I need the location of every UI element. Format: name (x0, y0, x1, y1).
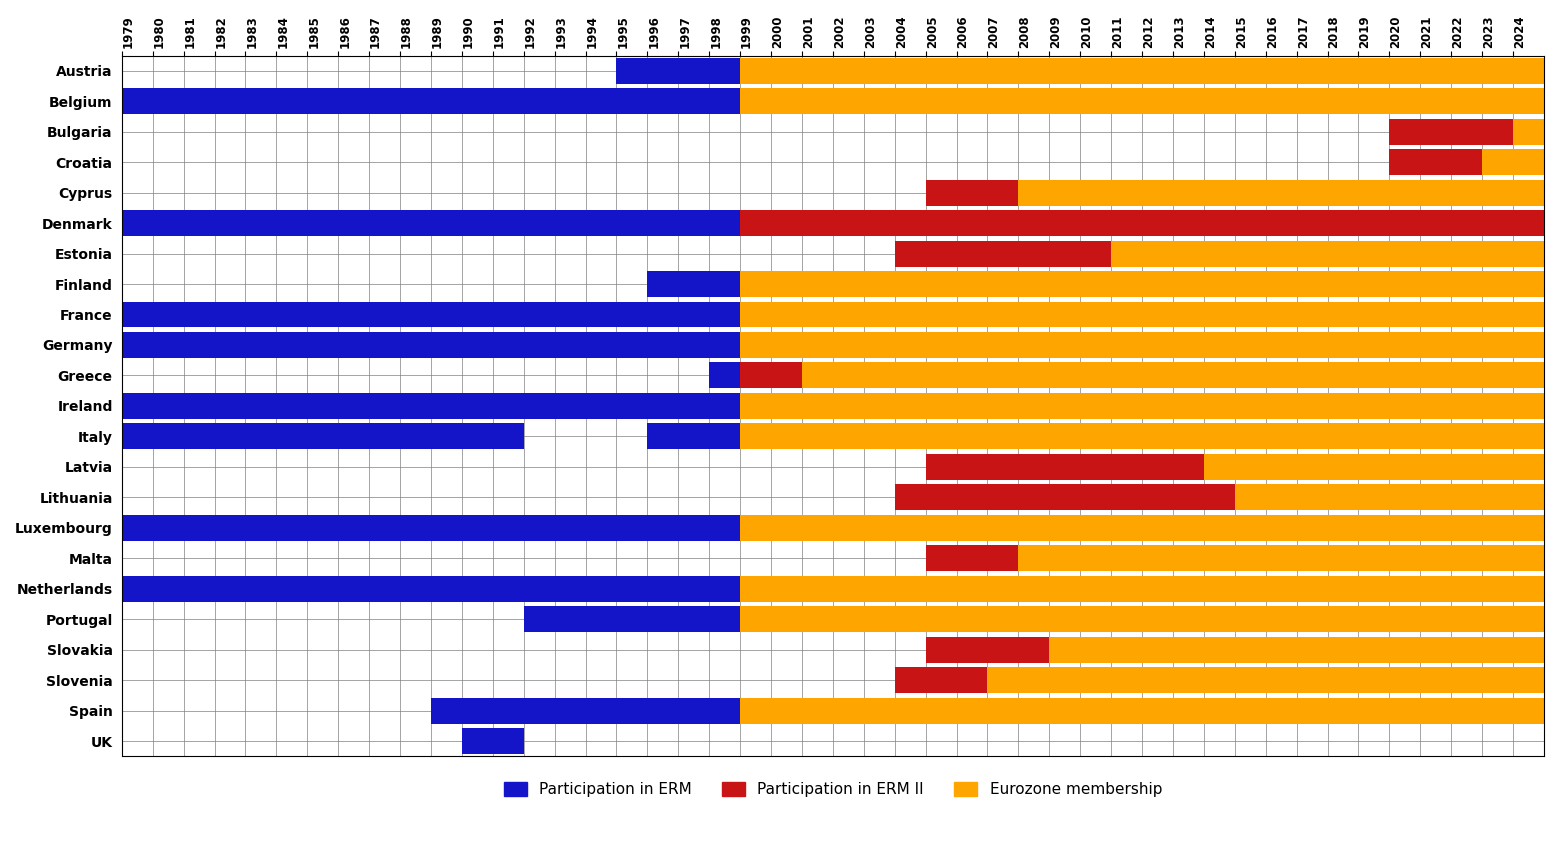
Bar (122, 302, 741, 327)
Bar (122, 210, 741, 236)
Bar (1049, 637, 1543, 663)
Bar (647, 423, 741, 450)
Bar (741, 606, 1543, 632)
Bar (1018, 546, 1543, 571)
Bar (741, 302, 1543, 327)
Bar (1112, 241, 1543, 267)
Bar (1514, 119, 1543, 144)
Bar (926, 637, 1049, 663)
Bar (524, 606, 741, 632)
Bar (895, 667, 987, 693)
Bar (741, 210, 1543, 236)
Bar (122, 515, 741, 541)
Bar (1018, 179, 1543, 206)
Bar (122, 575, 741, 602)
Bar (1389, 150, 1483, 175)
Bar (741, 88, 1543, 114)
Bar (926, 454, 1204, 479)
Bar (741, 271, 1543, 297)
Bar (430, 698, 741, 723)
Bar (709, 362, 741, 388)
Bar (741, 58, 1543, 83)
Bar (647, 271, 741, 297)
Bar (895, 484, 1235, 510)
Bar (1204, 454, 1543, 479)
Bar (926, 546, 1018, 571)
Bar (801, 362, 1543, 388)
Bar (741, 362, 801, 388)
Bar (122, 423, 524, 450)
Bar (1235, 484, 1543, 510)
Bar (122, 393, 741, 419)
Bar (122, 88, 741, 114)
Bar (741, 575, 1543, 602)
Bar (926, 179, 1018, 206)
Bar (1483, 150, 1543, 175)
Bar (741, 332, 1543, 358)
Bar (741, 423, 1543, 450)
Bar (987, 667, 1543, 693)
Bar (741, 393, 1543, 419)
Bar (741, 698, 1543, 723)
Bar (461, 728, 524, 754)
Legend: Participation in ERM, Participation in ERM II, Eurozone membership: Participation in ERM, Participation in E… (496, 774, 1169, 805)
Bar (122, 332, 741, 358)
Bar (1389, 119, 1514, 144)
Bar (895, 241, 1112, 267)
Bar (616, 58, 741, 83)
Bar (741, 515, 1543, 541)
